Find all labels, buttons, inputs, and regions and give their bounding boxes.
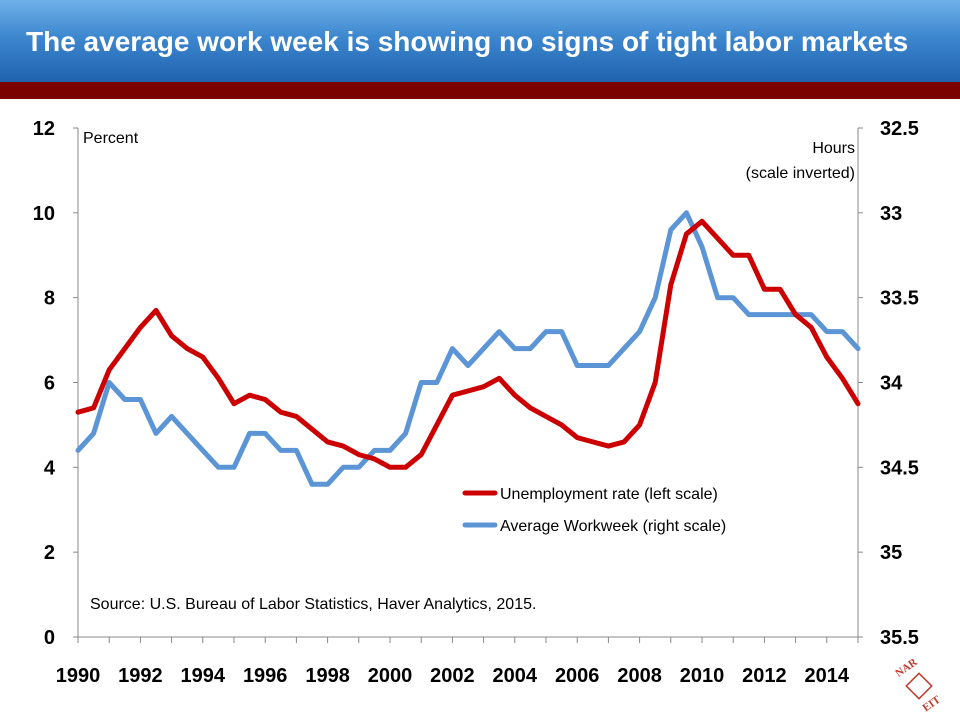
x-tick-label: 2012 [742,665,787,687]
right-axis-label-note: (scale inverted) [746,165,855,182]
x-tick-label: 2014 [805,665,850,687]
left-axis-label: Percent [83,130,139,147]
plot-frame [77,128,859,638]
right-tick-label: 35.5 [880,627,919,649]
legend: Unemployment rate (left scale) Average W… [462,486,726,535]
nareit-logo-icon: NAR EIT [893,656,943,715]
legend-label-unemployment: Unemployment rate (left scale) [500,486,718,503]
right-axis-ticks: 32.5 33 33.5 34 34.5 35 35.5 [858,118,919,649]
series-line-workweek [75,210,861,487]
x-tick-label: 2006 [555,665,600,687]
x-tick-label: 2002 [430,665,475,687]
page-title: The average work week is showing no sign… [26,26,909,57]
left-tick-label: 6 [44,373,55,395]
right-tick-label: 33.5 [880,288,919,310]
left-axis-ticks: 0 2 4 6 8 10 12 [33,118,78,649]
left-tick-label: 12 [33,118,55,140]
x-tick-label: 1992 [118,665,163,687]
legend-label-workweek: Average Workweek (right scale) [500,518,726,535]
left-tick-label: 4 [44,457,56,479]
header-banner: The average work week is showing no sign… [0,0,960,82]
x-tick-label: 2008 [617,665,662,687]
x-tick-label: 2000 [368,665,413,687]
series-lines [75,210,861,487]
right-axis-label: Hours [812,140,855,157]
left-tick-label: 8 [44,288,55,310]
svg-text:EIT: EIT [920,693,943,714]
x-tick-label: 1994 [181,665,226,687]
x-axis-ticks: 1990 1992 1994 1996 1998 2000 2002 2004 2006 2008… [56,637,859,687]
series-line-unemployment [75,218,861,470]
right-tick-label: 34.5 [880,457,919,479]
x-tick-label: 1996 [243,665,288,687]
left-tick-label: 10 [33,203,55,225]
source-annotation: Source: U.S. Bureau of Labor Statistics,… [90,596,536,613]
x-tick-label: 1990 [56,665,101,687]
right-tick-label: 32.5 [880,118,919,140]
left-tick-label: 2 [44,542,55,564]
right-tick-label: 34 [880,373,903,395]
x-tick-label: 2010 [680,665,725,687]
x-tick-label: 1998 [305,665,350,687]
right-tick-label: 35 [880,542,902,564]
x-tick-label: 2004 [493,665,538,687]
left-tick-label: 0 [44,627,55,649]
right-tick-label: 33 [880,203,902,225]
header-accent-bar [0,82,960,99]
